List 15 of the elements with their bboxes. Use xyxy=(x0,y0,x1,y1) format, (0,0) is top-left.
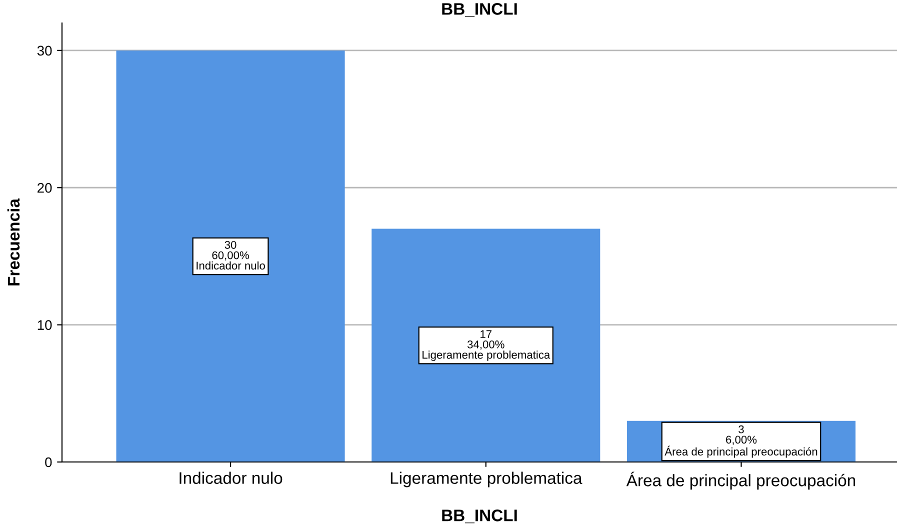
x-tick-label: Ligeramente problematica xyxy=(390,472,582,488)
y-tick-label: 10 xyxy=(38,320,52,330)
y-tick-label: 30 xyxy=(37,46,52,56)
y-tick-label: 20 xyxy=(38,182,52,193)
data-label: 30 60,00% Indicador nulo xyxy=(196,240,265,270)
x-tick-label: Indicador nulo xyxy=(180,472,282,484)
y-tick-label: 0 xyxy=(45,457,52,468)
data-label: 17 34,00% Ligeramente problematica xyxy=(422,330,550,361)
x-tick-label: Área de principal preocupación xyxy=(626,472,856,490)
bar xyxy=(116,50,345,462)
data-label: 3 6,00% Área de principal preocupación xyxy=(664,425,818,458)
x-axis-title: BB_INCLI xyxy=(442,510,517,524)
y-axis-title: Frecuencia xyxy=(7,198,20,286)
bar xyxy=(372,228,600,462)
chart-title: BB_INCLI xyxy=(442,3,517,17)
